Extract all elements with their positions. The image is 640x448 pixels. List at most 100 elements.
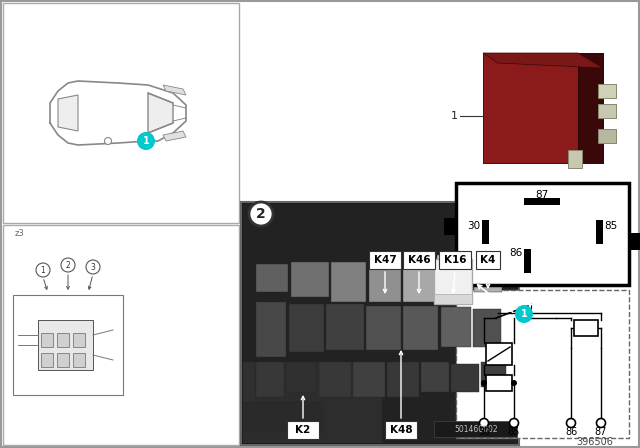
Bar [41, 353, 53, 367]
Bar [451, 364, 479, 392]
Bar [243, 204, 517, 443]
Text: 2: 2 [256, 207, 266, 221]
Bar [256, 362, 284, 397]
Text: K2: K2 [296, 425, 310, 435]
Bar [403, 251, 435, 269]
Text: 30: 30 [467, 221, 481, 231]
Bar [243, 362, 255, 402]
Bar [256, 302, 286, 357]
Bar [456, 290, 629, 438]
Text: 1: 1 [451, 111, 458, 121]
Bar [456, 183, 629, 285]
Text: z3: z3 [15, 228, 25, 237]
Bar [385, 421, 417, 439]
Bar [353, 362, 385, 397]
Bar [13, 295, 123, 395]
Bar [243, 362, 382, 443]
Bar [41, 333, 53, 347]
Circle shape [596, 418, 605, 427]
Text: 86: 86 [565, 427, 577, 437]
Circle shape [249, 202, 273, 226]
Bar [243, 402, 323, 432]
Polygon shape [444, 218, 456, 235]
Bar [486, 343, 512, 365]
Bar [524, 198, 560, 205]
Bar [256, 264, 288, 292]
Bar [474, 257, 502, 292]
Text: K46: K46 [408, 255, 430, 265]
Bar [476, 251, 500, 269]
Text: K48: K48 [390, 425, 412, 435]
Bar [434, 421, 517, 437]
Bar [574, 320, 598, 336]
Bar [57, 333, 69, 347]
Text: 2: 2 [66, 260, 70, 270]
Bar [291, 262, 329, 297]
Circle shape [481, 380, 487, 386]
Bar [57, 353, 69, 367]
Circle shape [86, 260, 100, 274]
Text: 87: 87 [536, 190, 548, 200]
Bar [483, 53, 578, 163]
Bar [287, 421, 319, 439]
Bar [3, 225, 239, 445]
Bar [524, 249, 531, 273]
Text: 396506: 396506 [577, 437, 613, 447]
Circle shape [566, 418, 575, 427]
Text: 87: 87 [595, 427, 607, 437]
Text: 1: 1 [40, 266, 45, 275]
Bar [439, 251, 471, 269]
Bar [441, 307, 471, 347]
Text: 1: 1 [520, 309, 527, 319]
Bar [486, 375, 512, 391]
Polygon shape [148, 93, 173, 133]
Bar [421, 362, 449, 392]
Text: 86: 86 [509, 248, 523, 258]
Text: K47: K47 [374, 255, 396, 265]
Bar [286, 362, 316, 392]
Text: 30: 30 [478, 427, 490, 437]
Bar [38, 320, 93, 370]
Bar [73, 333, 85, 347]
Bar [481, 362, 506, 387]
Bar [73, 353, 85, 367]
Bar [369, 264, 401, 302]
Bar [331, 262, 366, 302]
Bar [369, 251, 401, 269]
Polygon shape [629, 233, 640, 250]
Bar [387, 362, 419, 397]
Bar [434, 259, 472, 304]
Circle shape [515, 305, 533, 323]
Bar [403, 306, 438, 350]
Bar [596, 220, 603, 244]
Text: 501460002: 501460002 [454, 425, 498, 434]
Text: 1: 1 [143, 136, 149, 146]
Bar [482, 220, 489, 244]
Bar [434, 294, 472, 304]
Polygon shape [163, 85, 186, 95]
Text: 85: 85 [508, 427, 520, 437]
Text: K16: K16 [444, 255, 467, 265]
Bar [483, 53, 603, 163]
Circle shape [61, 258, 75, 272]
Circle shape [104, 138, 111, 145]
Circle shape [479, 418, 488, 427]
Bar [366, 306, 401, 350]
Bar [473, 309, 501, 347]
Polygon shape [163, 131, 186, 141]
Circle shape [509, 418, 518, 427]
Bar [598, 104, 616, 118]
Bar [598, 129, 616, 143]
Circle shape [36, 263, 50, 277]
Circle shape [511, 380, 517, 386]
Polygon shape [483, 53, 603, 68]
Bar [326, 304, 364, 350]
Bar [289, 304, 324, 352]
Text: 3: 3 [91, 263, 95, 271]
Bar [437, 255, 472, 297]
Bar [568, 150, 582, 168]
Bar [578, 53, 603, 163]
Circle shape [137, 132, 155, 150]
Bar [319, 362, 351, 397]
Text: K4: K4 [480, 255, 496, 265]
